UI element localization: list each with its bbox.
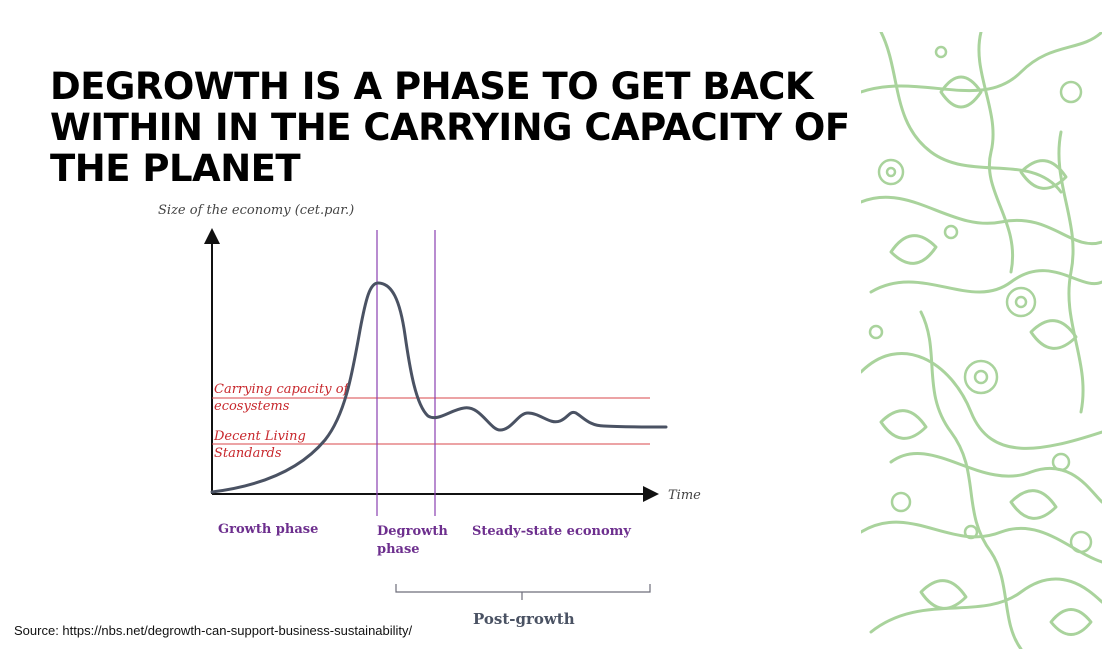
economy-curve <box>210 281 668 494</box>
carrying-capacity-label-1: Carrying capacity of <box>214 382 351 397</box>
y-axis-label: Size of the economy (cet.par.) <box>158 203 354 218</box>
title-line-3: THE PLANET <box>50 147 301 190</box>
degrowth-phase-label-1: Degrowth <box>377 524 448 539</box>
post-growth-label: Post-growth <box>473 610 575 628</box>
x-axis-label: Time <box>668 488 701 503</box>
source-citation: Source: https://nbs.net/degrowth-can-sup… <box>14 623 413 638</box>
carrying-capacity-label-2: ecosystems <box>214 399 290 414</box>
decent-living-label-1: Decent Living <box>213 429 306 444</box>
growth-phase-label: Growth phase <box>218 522 318 537</box>
slide-title: DEGROWTH IS A PHASE TO GET BACK WITHIN I… <box>50 66 880 189</box>
degrowth-diagram: Size of the economy (cet.par.) Time Carr… <box>158 203 701 628</box>
degrowth-phase-label-2: phase <box>377 542 420 557</box>
title-line-2: WITHIN IN THE CARRYING CAPACITY OF <box>50 106 850 149</box>
floral-pattern-decoration <box>861 32 1102 649</box>
title-line-1: DEGROWTH IS A PHASE TO GET BACK <box>50 65 814 108</box>
decent-living-label-2: Standards <box>214 446 282 461</box>
steady-state-label: Steady-state economy <box>472 524 631 539</box>
post-growth-bracket <box>395 584 651 600</box>
